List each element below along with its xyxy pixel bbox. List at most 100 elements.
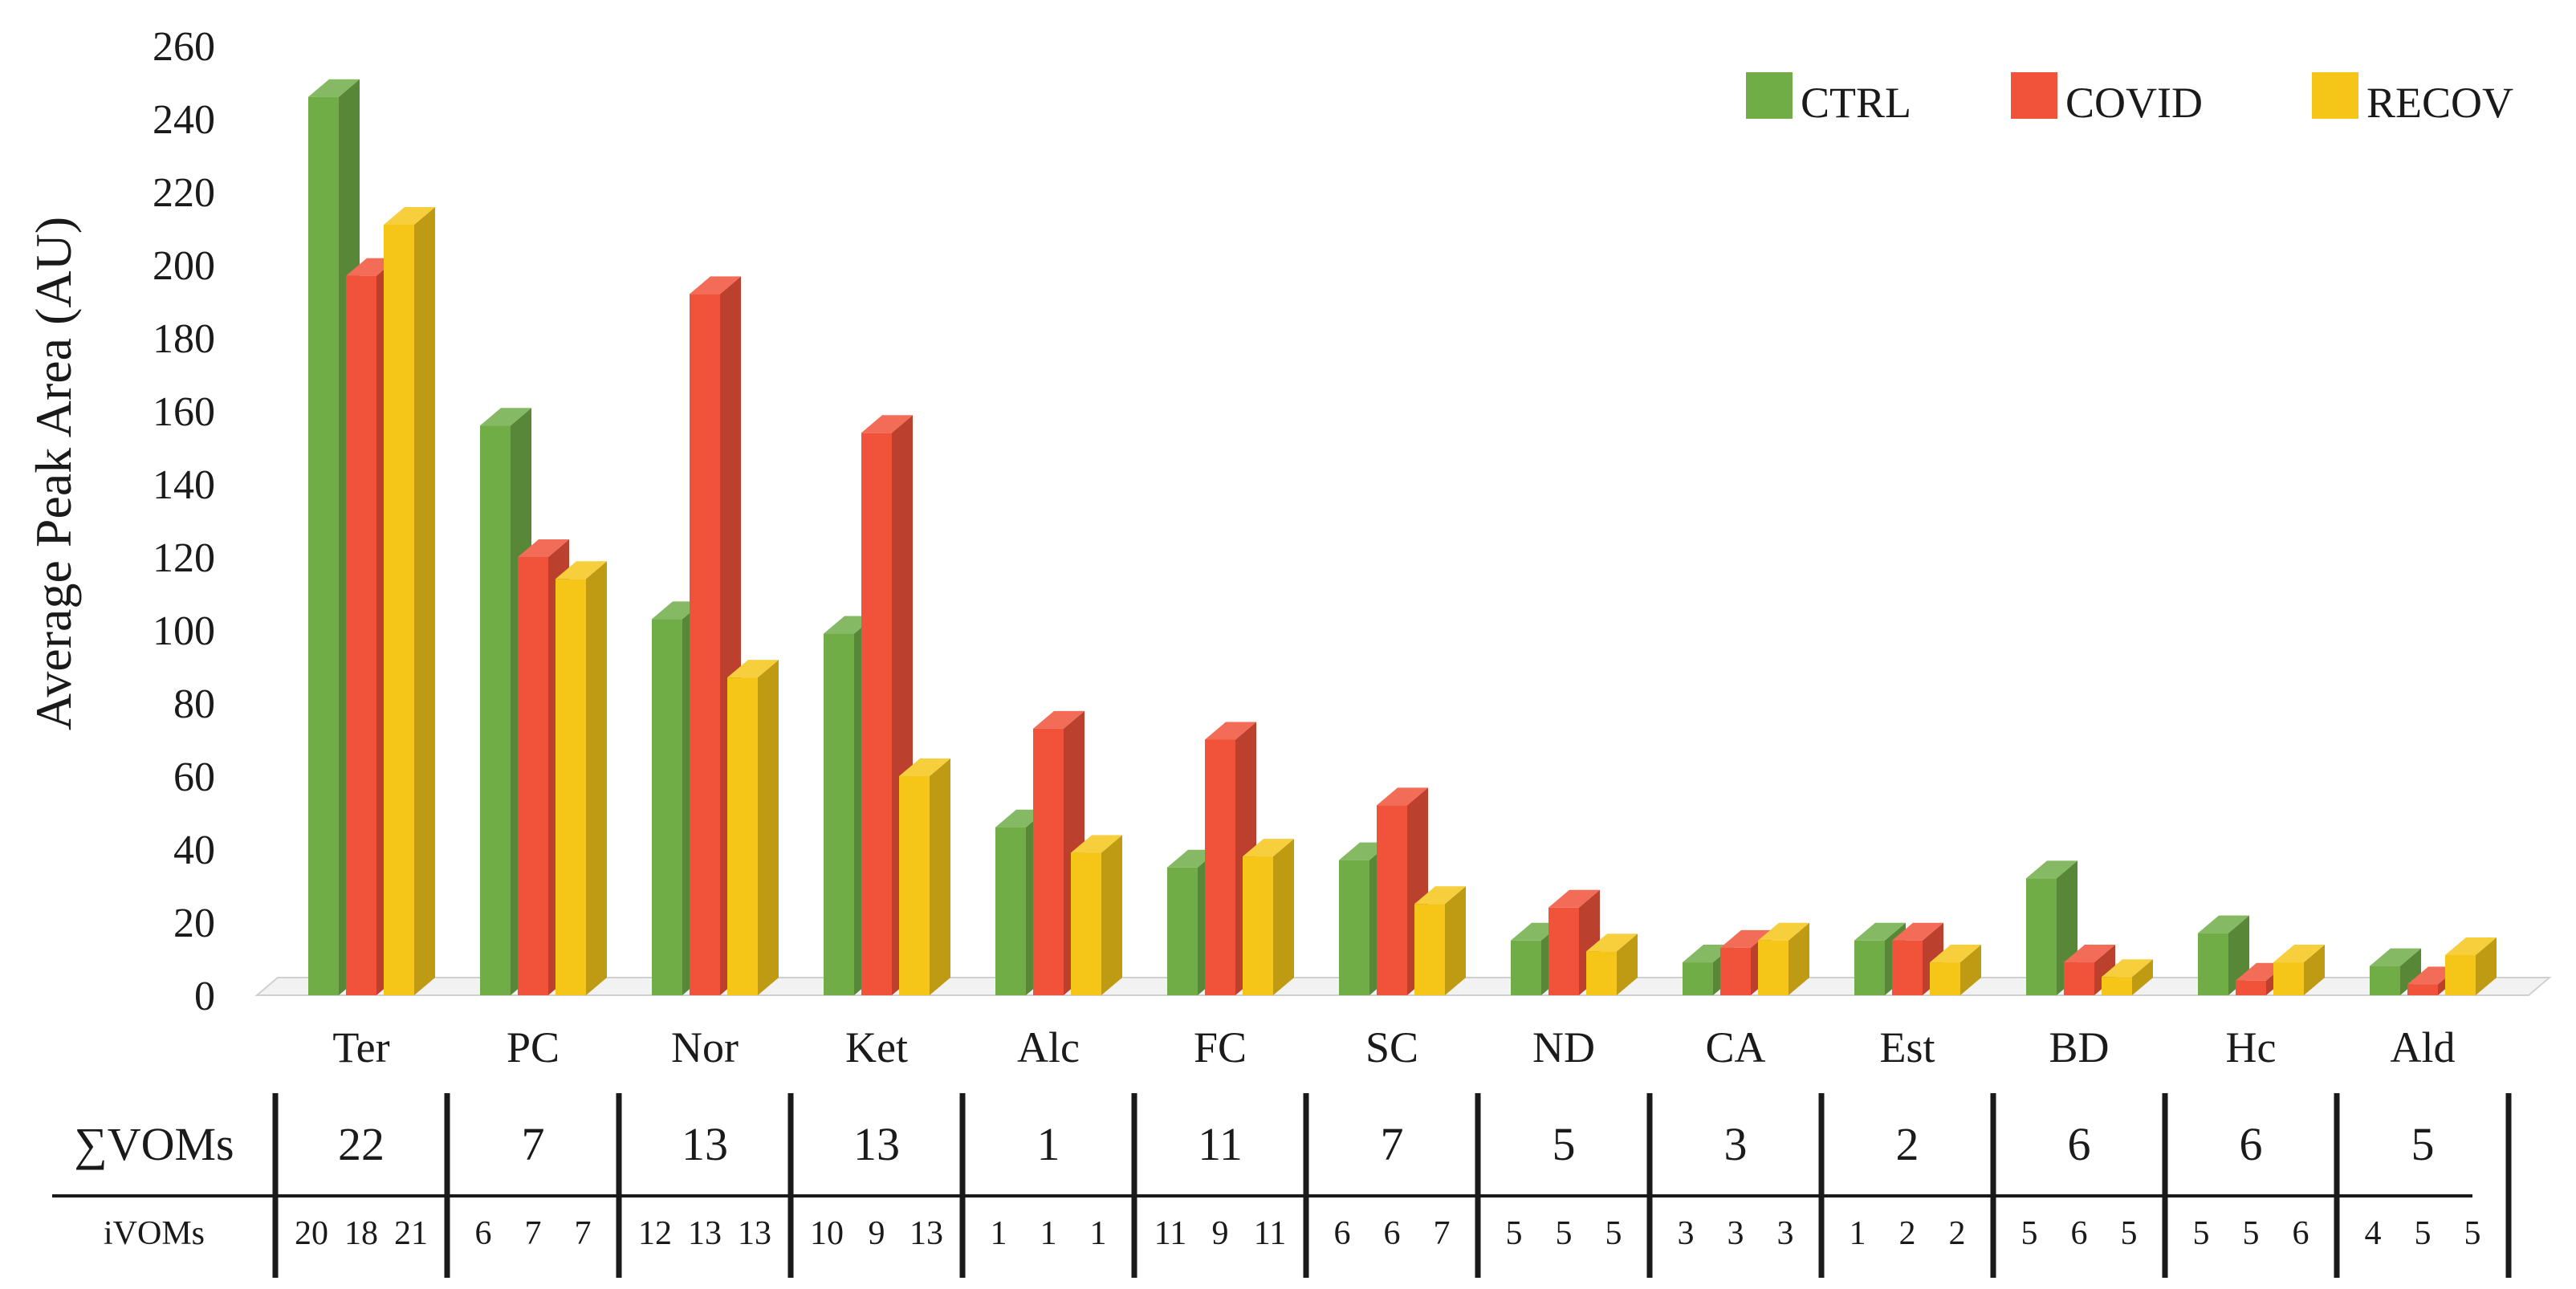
bar-top bbox=[1377, 787, 1428, 806]
bar-front bbox=[1758, 940, 1789, 995]
bar-recov-ca bbox=[1758, 922, 1809, 995]
table-sum-value: 13 bbox=[682, 1118, 728, 1170]
legend-label: CTRL bbox=[1801, 79, 1911, 127]
bar-front bbox=[1683, 962, 1713, 995]
table-i-value: 3 bbox=[1777, 1215, 1794, 1252]
table-sum-value: 7 bbox=[522, 1118, 545, 1170]
bar-front bbox=[1071, 852, 1101, 995]
bar-recov-ket bbox=[899, 758, 950, 995]
table-i-value: 3 bbox=[1678, 1215, 1695, 1252]
table-i-value: 5 bbox=[2243, 1215, 2260, 1252]
x-axis: Ter PC Nor Ket Alc FC SC ND CA Est BD Hc Ald bbox=[332, 1023, 2455, 1071]
bar-front bbox=[727, 677, 758, 995]
x-tick-label: Ket bbox=[845, 1023, 908, 1071]
table-i-value: 6 bbox=[1334, 1215, 1351, 1252]
table-sum-value: 6 bbox=[2068, 1118, 2091, 1170]
x-tick-label: Hc bbox=[2226, 1023, 2277, 1071]
y-tick-label: 0 bbox=[194, 974, 215, 1019]
bar-side bbox=[2476, 937, 2497, 995]
table-sum-label: ∑VOMs bbox=[74, 1118, 234, 1170]
table-sum-value: 11 bbox=[1198, 1118, 1243, 1170]
bar-top bbox=[480, 408, 531, 426]
bar-side bbox=[2132, 959, 2153, 995]
bar-recov-sc bbox=[1414, 886, 1466, 995]
bar-top bbox=[384, 206, 435, 225]
bar-recov-est bbox=[1930, 945, 1981, 995]
y-tick-label: 160 bbox=[153, 389, 215, 435]
table-i-value: 1 bbox=[991, 1215, 1007, 1252]
y-tick-label: 200 bbox=[153, 243, 215, 289]
bar-side bbox=[2094, 945, 2115, 995]
legend: CTRL COVID RECOV bbox=[1746, 72, 2513, 127]
table-i-value: 7 bbox=[1434, 1215, 1451, 1252]
bar-top bbox=[1930, 945, 1981, 963]
table-i-value: 5 bbox=[2021, 1215, 2038, 1252]
bar-side bbox=[1445, 886, 1466, 995]
table-sum-value: 7 bbox=[1381, 1118, 1404, 1170]
table-i-value: 6 bbox=[2071, 1215, 2088, 1252]
bar-top bbox=[1033, 710, 1085, 729]
bar-front bbox=[995, 827, 1026, 995]
x-tick-label: Est bbox=[1879, 1023, 1935, 1071]
bar-front bbox=[1548, 907, 1579, 995]
table-sum-value: 1 bbox=[1037, 1118, 1060, 1170]
x-tick-label: ND bbox=[1532, 1023, 1595, 1071]
bar-recov-alc bbox=[1071, 835, 1122, 995]
y-tick-label: 40 bbox=[173, 827, 215, 873]
bar-front bbox=[1033, 728, 1064, 995]
bar-front bbox=[2273, 962, 2304, 995]
bar-recov-hc bbox=[2273, 945, 2325, 995]
bar-top bbox=[2273, 945, 2325, 963]
bar-side bbox=[2400, 948, 2421, 995]
bar-front bbox=[1511, 940, 1541, 995]
table-i-value: 5 bbox=[1605, 1215, 1622, 1252]
bar-front bbox=[1205, 739, 1235, 995]
bar-side bbox=[1789, 922, 1809, 995]
bar-top bbox=[690, 276, 741, 295]
bar-front bbox=[1854, 940, 1885, 995]
legend-swatch bbox=[2312, 72, 2358, 119]
x-tick-label: Ald bbox=[2391, 1023, 2456, 1071]
bar-side bbox=[1273, 839, 1294, 995]
bar-top bbox=[899, 758, 950, 776]
bar-top bbox=[1071, 835, 1122, 853]
y-tick-label: 60 bbox=[173, 754, 215, 800]
y-tick-label: 140 bbox=[153, 462, 215, 508]
table-sum-value: 6 bbox=[2240, 1118, 2263, 1170]
x-tick-label: Ter bbox=[332, 1023, 389, 1071]
bar-top bbox=[518, 539, 569, 557]
table-i-value: 1 bbox=[1850, 1215, 1866, 1252]
bar-top bbox=[1854, 922, 1906, 941]
y-tick-label: 220 bbox=[153, 170, 215, 216]
table-i-value: 2 bbox=[1949, 1215, 1966, 1252]
bar-side bbox=[1960, 945, 1981, 995]
bar-front bbox=[555, 579, 586, 995]
bars bbox=[308, 79, 2497, 996]
bar-top bbox=[308, 79, 360, 97]
bar-front bbox=[2198, 933, 2228, 995]
table-i-label: iVOMs bbox=[104, 1215, 205, 1252]
bar-recov-fc bbox=[1243, 839, 1294, 995]
bar-side bbox=[758, 660, 779, 995]
x-tick-label: Alc bbox=[1017, 1023, 1080, 1071]
bar-front bbox=[652, 619, 682, 995]
bar-top bbox=[1892, 922, 1943, 941]
y-axis: 0 20 40 60 80 100 120 140 160 180 200 220 240 260 bbox=[153, 24, 215, 1019]
bar-covid-bd bbox=[2064, 945, 2115, 995]
table-i-value: 7 bbox=[575, 1215, 592, 1252]
x-tick-label: BD bbox=[2049, 1023, 2109, 1071]
table-i-value: 7 bbox=[525, 1215, 542, 1252]
bar-front bbox=[384, 224, 414, 995]
table-i-value: 5 bbox=[2193, 1215, 2210, 1252]
table-i-value: 20 bbox=[295, 1215, 328, 1252]
y-tick-label: 100 bbox=[153, 608, 215, 654]
table-i-value: 13 bbox=[688, 1215, 722, 1252]
y-tick-label: 20 bbox=[173, 901, 215, 946]
bar-top bbox=[1414, 886, 1466, 905]
bar-front bbox=[1414, 904, 1445, 995]
table-i-value: 6 bbox=[2293, 1215, 2309, 1252]
legend-swatch bbox=[1746, 72, 1793, 119]
table-sum-value: 13 bbox=[853, 1118, 900, 1170]
bar-recov-nd bbox=[1586, 933, 1638, 995]
